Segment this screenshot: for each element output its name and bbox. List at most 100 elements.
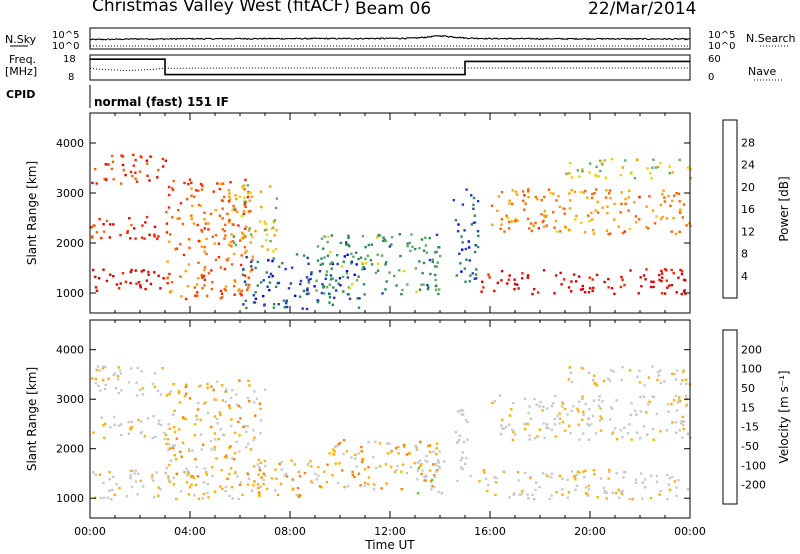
data-cell (405, 471, 409, 475)
data-cell (638, 381, 642, 384)
data-cell (134, 237, 137, 240)
data-cell (316, 299, 319, 302)
data-cell (614, 491, 618, 495)
data-cell (117, 287, 121, 290)
data-cell (376, 236, 379, 239)
data-cell (309, 460, 312, 463)
data-cell (272, 257, 275, 260)
data-cell (657, 370, 660, 374)
data-cell (588, 408, 591, 411)
data-cell (543, 436, 546, 439)
data-cell (224, 400, 228, 403)
data-cell (434, 265, 437, 268)
data-cell (320, 291, 324, 295)
colorbar-tick-label: -100 (741, 459, 766, 472)
data-cell (325, 480, 328, 484)
data-cell (514, 433, 517, 436)
data-cell (217, 242, 221, 245)
data-cell (194, 294, 197, 297)
data-cell (139, 420, 143, 423)
data-cell (169, 390, 172, 393)
data-cell (390, 243, 393, 246)
data-cell (184, 269, 187, 273)
data-cell (461, 241, 464, 244)
data-cell (572, 273, 576, 276)
plot-background (90, 113, 690, 313)
data-cell (298, 295, 302, 298)
data-cell (457, 410, 460, 413)
data-cell (335, 289, 338, 292)
data-cell (647, 376, 651, 379)
data-cell (247, 276, 251, 280)
data-cell (663, 196, 666, 199)
data-cell (494, 493, 497, 497)
data-cell (428, 450, 432, 454)
data-cell (680, 420, 683, 423)
data-cell (634, 478, 638, 481)
colorbar-tick-label: 15 (741, 401, 755, 414)
data-cell (435, 442, 439, 445)
data-cell (196, 475, 200, 478)
data-cell (262, 472, 265, 475)
data-cell (434, 470, 438, 473)
data-cell (92, 224, 95, 227)
data-cell (307, 462, 310, 465)
data-cell (514, 190, 518, 193)
data-cell (274, 247, 278, 251)
data-cell (136, 493, 139, 496)
data-cell (155, 471, 158, 474)
data-cell (674, 394, 678, 398)
data-cell (609, 232, 612, 235)
data-cell (201, 184, 204, 187)
data-cell (533, 498, 536, 501)
data-cell (216, 182, 219, 185)
data-cell (624, 197, 627, 201)
data-cell (240, 289, 243, 293)
data-cell (573, 475, 577, 478)
data-cell (191, 449, 194, 452)
data-cell (554, 219, 558, 223)
data-cell (171, 216, 174, 219)
data-cell (541, 409, 544, 412)
echo-region-10 (567, 365, 692, 387)
echo-region-3 (165, 379, 267, 501)
data-cell (168, 272, 171, 276)
date-label: 22/Mar/2014 (588, 0, 697, 19)
data-cell (586, 422, 589, 426)
data-cell (237, 289, 240, 292)
data-cell (657, 374, 660, 377)
data-cell (376, 262, 380, 265)
data-cell (652, 395, 656, 399)
data-cell (643, 384, 646, 387)
data-cell (385, 261, 388, 264)
nsearch-label: N.Search (746, 32, 796, 45)
data-cell (684, 292, 687, 295)
data-cell (232, 204, 235, 208)
data-cell (621, 492, 624, 496)
data-cell (323, 235, 326, 238)
data-cell (228, 192, 231, 195)
data-cell (649, 497, 653, 500)
data-cell (242, 210, 246, 213)
data-cell (388, 271, 391, 274)
data-cell (646, 403, 650, 406)
data-cell (165, 222, 169, 225)
data-cell (472, 221, 476, 224)
data-cell (187, 447, 191, 451)
data-cell (606, 211, 609, 215)
data-cell (599, 415, 602, 418)
data-cell (192, 476, 196, 479)
data-cell (561, 402, 565, 405)
data-cell (203, 211, 206, 214)
data-cell (135, 381, 138, 384)
data-cell (329, 274, 333, 277)
data-cell (315, 477, 319, 481)
data-cell (640, 285, 643, 288)
data-cell (514, 219, 517, 223)
data-cell (99, 496, 103, 500)
data-cell (590, 196, 594, 200)
data-cell (608, 468, 611, 472)
data-cell (277, 303, 280, 306)
colorbar-label: Velocity [m s⁻¹] (777, 370, 791, 463)
data-cell (384, 263, 387, 266)
